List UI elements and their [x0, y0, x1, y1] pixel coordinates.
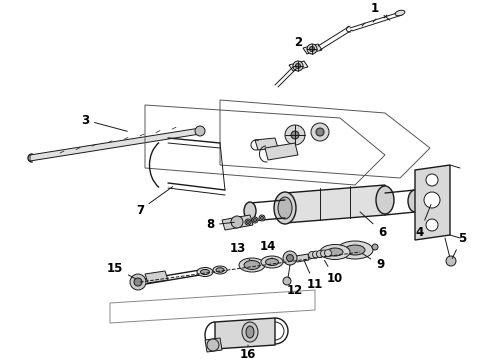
Text: 9: 9 [362, 253, 384, 271]
Polygon shape [265, 143, 298, 160]
Polygon shape [415, 165, 450, 240]
Polygon shape [30, 128, 200, 161]
Ellipse shape [274, 192, 296, 224]
Text: 1: 1 [371, 1, 390, 20]
Polygon shape [303, 44, 322, 54]
Circle shape [372, 244, 378, 250]
Ellipse shape [395, 10, 405, 16]
Circle shape [309, 252, 316, 258]
Ellipse shape [278, 197, 292, 219]
Circle shape [320, 250, 327, 257]
Circle shape [245, 219, 251, 225]
Polygon shape [145, 271, 168, 283]
Ellipse shape [197, 267, 213, 276]
Text: 10: 10 [324, 260, 343, 284]
Circle shape [207, 339, 219, 351]
Ellipse shape [242, 322, 258, 342]
Circle shape [426, 174, 438, 186]
Ellipse shape [345, 245, 365, 255]
Ellipse shape [246, 326, 254, 338]
Polygon shape [222, 215, 253, 230]
Circle shape [283, 251, 297, 265]
Circle shape [134, 278, 142, 286]
Circle shape [426, 219, 438, 231]
Circle shape [285, 125, 305, 145]
Text: 14: 14 [260, 239, 276, 258]
Ellipse shape [320, 244, 350, 260]
Ellipse shape [239, 258, 265, 272]
Text: 12: 12 [287, 278, 303, 297]
Text: 4: 4 [416, 204, 431, 238]
Circle shape [259, 215, 265, 221]
Circle shape [261, 216, 264, 220]
Polygon shape [289, 61, 308, 71]
Circle shape [287, 255, 294, 261]
Circle shape [316, 128, 324, 136]
Ellipse shape [216, 268, 224, 272]
Circle shape [195, 126, 205, 136]
Circle shape [130, 274, 146, 290]
Text: 15: 15 [107, 261, 136, 279]
Circle shape [283, 277, 291, 285]
Circle shape [293, 61, 303, 71]
Ellipse shape [266, 258, 278, 266]
Ellipse shape [337, 241, 373, 259]
Circle shape [291, 131, 299, 139]
Polygon shape [215, 318, 275, 349]
Circle shape [311, 123, 329, 141]
Ellipse shape [244, 261, 260, 270]
Ellipse shape [376, 186, 394, 214]
Circle shape [246, 220, 249, 224]
Text: 7: 7 [136, 186, 173, 216]
Text: 11: 11 [304, 261, 323, 292]
Circle shape [252, 217, 258, 223]
Circle shape [307, 44, 317, 54]
Ellipse shape [244, 202, 256, 220]
Circle shape [446, 256, 456, 266]
Text: 2: 2 [294, 36, 308, 49]
Polygon shape [296, 254, 309, 262]
Circle shape [317, 251, 323, 257]
Ellipse shape [200, 270, 210, 274]
Text: 8: 8 [206, 219, 234, 231]
Text: 5: 5 [452, 231, 466, 258]
Circle shape [231, 216, 243, 228]
Polygon shape [205, 338, 222, 352]
Text: 16: 16 [240, 345, 256, 360]
Polygon shape [285, 185, 385, 223]
Circle shape [253, 219, 256, 221]
Text: 6: 6 [360, 212, 386, 238]
Circle shape [310, 46, 315, 51]
Text: 3: 3 [81, 113, 127, 131]
Circle shape [424, 192, 440, 208]
Ellipse shape [327, 248, 343, 256]
Polygon shape [255, 138, 278, 150]
Ellipse shape [261, 256, 283, 268]
Circle shape [295, 63, 300, 68]
Circle shape [313, 251, 319, 258]
Ellipse shape [213, 266, 227, 274]
Circle shape [324, 249, 332, 256]
Text: 13: 13 [230, 242, 250, 260]
Ellipse shape [408, 190, 422, 212]
